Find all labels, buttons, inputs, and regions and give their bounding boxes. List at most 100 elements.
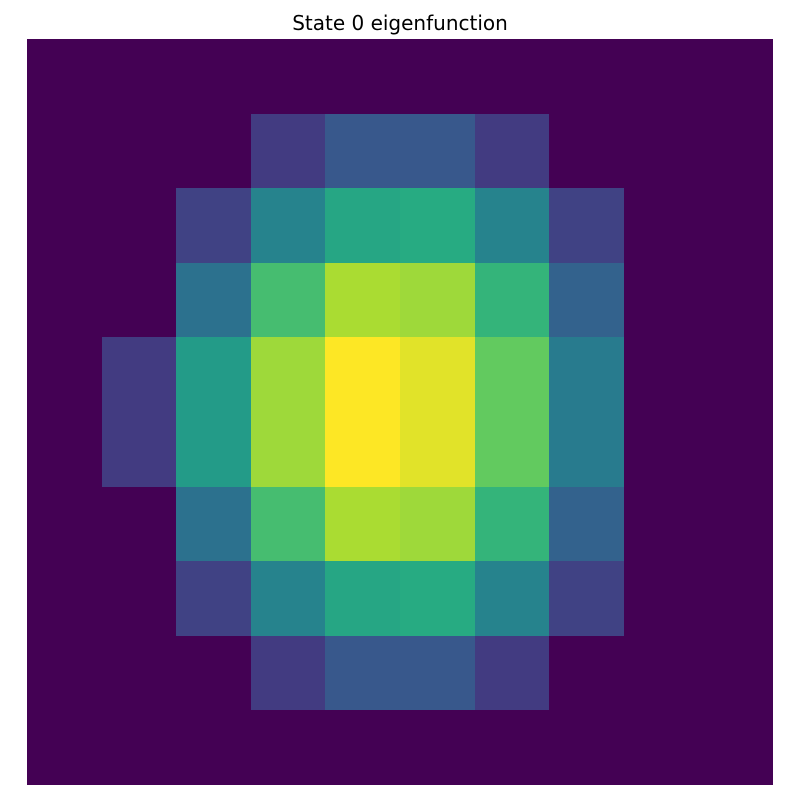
heatmap-cell-r8-c6: [475, 636, 549, 710]
heatmap-cell-r9-c1: [102, 710, 176, 785]
heatmap-cell-r0-c1: [102, 39, 176, 114]
heatmap-cell-r6-c8: [624, 487, 698, 561]
heatmap-cell-r8-c0: [27, 636, 102, 710]
heatmap-cell-r0-c5: [400, 39, 475, 114]
heatmap-cell-r1-c0: [27, 114, 102, 188]
heatmap-cell-r2-c5: [400, 188, 475, 263]
heatmap-cell-r4-c1: [102, 337, 176, 412]
heatmap-cell-r5-c9: [698, 412, 773, 487]
heatmap-cell-r7-c3: [251, 561, 325, 636]
heatmap-cell-r9-c6: [475, 710, 549, 785]
heatmap-cell-r6-c1: [102, 487, 176, 561]
chart-title: State 0 eigenfunction: [292, 11, 508, 35]
heatmap-cell-r4-c3: [251, 337, 325, 412]
heatmap-cell-r6-c2: [176, 487, 251, 561]
heatmap-cell-r2-c8: [624, 188, 698, 263]
heatmap-cell-r1-c1: [102, 114, 176, 188]
heatmap-cell-r5-c1: [102, 412, 176, 487]
heatmap-cell-r7-c9: [698, 561, 773, 636]
heatmap-cell-r2-c0: [27, 188, 102, 263]
heatmap-cell-r0-c0: [27, 39, 102, 114]
heatmap-plot: [27, 39, 773, 785]
heatmap-cell-r7-c0: [27, 561, 102, 636]
heatmap-cell-r2-c4: [325, 188, 400, 263]
heatmap-cell-r3-c0: [27, 263, 102, 337]
heatmap-cell-r8-c3: [251, 636, 325, 710]
heatmap-cell-r4-c2: [176, 337, 251, 412]
heatmap-cell-r3-c6: [475, 263, 549, 337]
heatmap-cell-r1-c2: [176, 114, 251, 188]
heatmap-cell-r7-c6: [475, 561, 549, 636]
heatmap-cell-r5-c6: [475, 412, 549, 487]
heatmap-cell-r3-c2: [176, 263, 251, 337]
heatmap-cell-r3-c9: [698, 263, 773, 337]
heatmap-cell-r6-c9: [698, 487, 773, 561]
heatmap-cell-r6-c6: [475, 487, 549, 561]
heatmap-cell-r0-c7: [549, 39, 624, 114]
heatmap-cell-r7-c5: [400, 561, 475, 636]
heatmap-cell-r3-c7: [549, 263, 624, 337]
heatmap-cell-r5-c3: [251, 412, 325, 487]
heatmap-cell-r8-c9: [698, 636, 773, 710]
heatmap-cell-r7-c4: [325, 561, 400, 636]
heatmap-cell-r0-c8: [624, 39, 698, 114]
heatmap-cell-r0-c3: [251, 39, 325, 114]
heatmap-cell-r5-c2: [176, 412, 251, 487]
heatmap-cell-r7-c8: [624, 561, 698, 636]
heatmap-cell-r5-c7: [549, 412, 624, 487]
heatmap-cell-r9-c0: [27, 710, 102, 785]
heatmap-cell-r6-c7: [549, 487, 624, 561]
heatmap-cell-r4-c6: [475, 337, 549, 412]
heatmap-cell-r7-c1: [102, 561, 176, 636]
heatmap-cell-r3-c5: [400, 263, 475, 337]
heatmap-cell-r8-c8: [624, 636, 698, 710]
heatmap-cell-r1-c4: [325, 114, 400, 188]
heatmap-cell-r4-c0: [27, 337, 102, 412]
heatmap-cell-r3-c4: [325, 263, 400, 337]
heatmap-cell-r9-c7: [549, 710, 624, 785]
heatmap-cell-r9-c9: [698, 710, 773, 785]
heatmap-cell-r3-c1: [102, 263, 176, 337]
heatmap-cell-r5-c8: [624, 412, 698, 487]
heatmap-cell-r4-c4: [325, 337, 400, 412]
heatmap-cell-r8-c2: [176, 636, 251, 710]
heatmap-cell-r6-c3: [251, 487, 325, 561]
heatmap-cell-r6-c4: [325, 487, 400, 561]
heatmap-cell-r1-c6: [475, 114, 549, 188]
heatmap-cell-r2-c1: [102, 188, 176, 263]
heatmap-cell-r1-c7: [549, 114, 624, 188]
heatmap-cell-r1-c3: [251, 114, 325, 188]
heatmap-cell-r2-c7: [549, 188, 624, 263]
heatmap-cell-r3-c3: [251, 263, 325, 337]
heatmap-cell-r4-c9: [698, 337, 773, 412]
heatmap-cell-r2-c9: [698, 188, 773, 263]
heatmap-cell-r7-c7: [549, 561, 624, 636]
heatmap-cell-r8-c5: [400, 636, 475, 710]
heatmap-cell-r1-c8: [624, 114, 698, 188]
heatmap-cell-r0-c4: [325, 39, 400, 114]
heatmap-cell-r2-c6: [475, 188, 549, 263]
heatmap-cell-r9-c4: [325, 710, 400, 785]
heatmap-cell-r6-c5: [400, 487, 475, 561]
heatmap-cell-r4-c8: [624, 337, 698, 412]
heatmap-cell-r5-c4: [325, 412, 400, 487]
heatmap-cell-r9-c8: [624, 710, 698, 785]
heatmap-cell-r8-c4: [325, 636, 400, 710]
heatmap-cell-r4-c7: [549, 337, 624, 412]
heatmap-cell-r9-c5: [400, 710, 475, 785]
heatmap-cell-r8-c1: [102, 636, 176, 710]
heatmap-cell-r0-c9: [698, 39, 773, 114]
heatmap-cell-r4-c5: [400, 337, 475, 412]
heatmap-cell-r6-c0: [27, 487, 102, 561]
heatmap-cell-r0-c6: [475, 39, 549, 114]
heatmap-cell-r8-c7: [549, 636, 624, 710]
heatmap-cell-r1-c5: [400, 114, 475, 188]
heatmap-cell-r7-c2: [176, 561, 251, 636]
heatmap-cell-r9-c2: [176, 710, 251, 785]
heatmap-cell-r3-c8: [624, 263, 698, 337]
heatmap-cell-r1-c9: [698, 114, 773, 188]
heatmap-cell-r9-c3: [251, 710, 325, 785]
heatmap-cell-r2-c3: [251, 188, 325, 263]
heatmap-cell-r2-c2: [176, 188, 251, 263]
heatmap-cell-r0-c2: [176, 39, 251, 114]
